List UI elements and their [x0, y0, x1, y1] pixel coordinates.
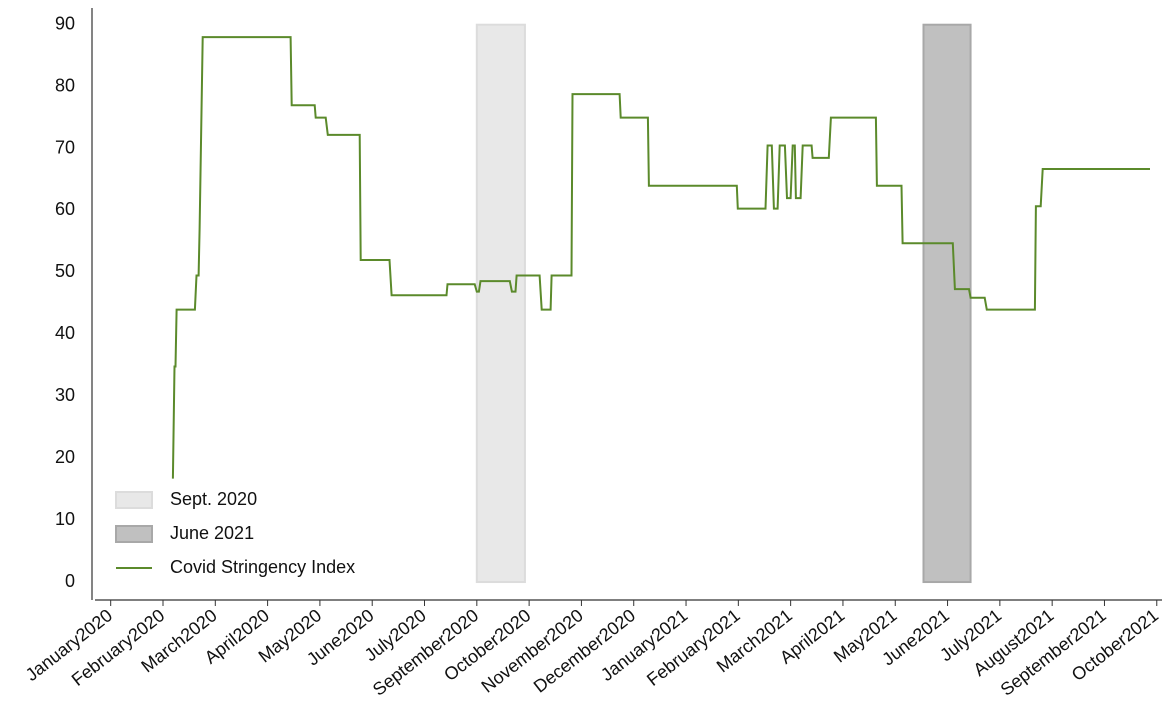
y-tick-label: 0 — [65, 571, 75, 591]
legend-label: June 2021 — [170, 523, 254, 543]
y-tick-label: 80 — [55, 75, 75, 95]
shaded-region — [922, 23, 972, 584]
y-tick-label: 70 — [55, 137, 75, 157]
y-tick-label: 90 — [55, 13, 75, 33]
y-tick-label: 30 — [55, 385, 75, 405]
legend-label: Sept. 2020 — [170, 489, 257, 509]
y-tick-label: 10 — [55, 509, 75, 529]
y-tick-label: 60 — [55, 199, 75, 219]
legend-swatch — [115, 525, 153, 543]
legend-label: Covid Stringency Index — [170, 557, 355, 577]
y-tick-label: 20 — [55, 447, 75, 467]
y-tick-label: 50 — [55, 261, 75, 281]
legend-swatch — [115, 491, 153, 509]
y-tick-label: 40 — [55, 323, 75, 343]
shaded-region — [475, 23, 526, 584]
data-line — [171, 36, 1150, 479]
